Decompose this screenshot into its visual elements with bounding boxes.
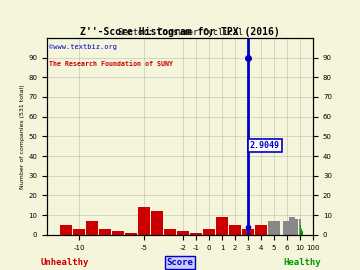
Text: Unhealthy: Unhealthy bbox=[41, 258, 89, 267]
Bar bbox=[203, 229, 215, 235]
Bar bbox=[299, 219, 301, 235]
Bar bbox=[268, 221, 280, 235]
Bar bbox=[177, 231, 189, 235]
Bar bbox=[229, 225, 241, 235]
Bar bbox=[60, 225, 72, 235]
Bar bbox=[112, 231, 124, 235]
Bar bbox=[292, 217, 295, 235]
Bar bbox=[216, 217, 228, 235]
Text: The Research Foundation of SUNY: The Research Foundation of SUNY bbox=[49, 62, 174, 68]
Text: Sector: Consumer Cyclical: Sector: Consumer Cyclical bbox=[117, 28, 243, 37]
Bar bbox=[138, 207, 150, 235]
Bar bbox=[164, 229, 176, 235]
Text: 2.9049: 2.9049 bbox=[250, 141, 280, 150]
Bar bbox=[242, 229, 254, 235]
Bar bbox=[125, 233, 137, 235]
Text: Score: Score bbox=[167, 258, 193, 267]
Title: Z''-Score Histogram for TPX (2016): Z''-Score Histogram for TPX (2016) bbox=[80, 27, 280, 37]
Bar bbox=[255, 225, 267, 235]
Bar bbox=[289, 217, 292, 235]
Bar bbox=[190, 233, 202, 235]
Bar bbox=[99, 229, 111, 235]
Text: Healthy: Healthy bbox=[284, 258, 321, 267]
Bar bbox=[151, 211, 163, 235]
Bar bbox=[86, 221, 98, 235]
Text: ©www.textbiz.org: ©www.textbiz.org bbox=[49, 44, 117, 50]
Bar bbox=[73, 229, 85, 235]
Bar bbox=[295, 219, 298, 235]
Bar bbox=[283, 221, 291, 235]
Y-axis label: Number of companies (531 total): Number of companies (531 total) bbox=[20, 84, 25, 189]
